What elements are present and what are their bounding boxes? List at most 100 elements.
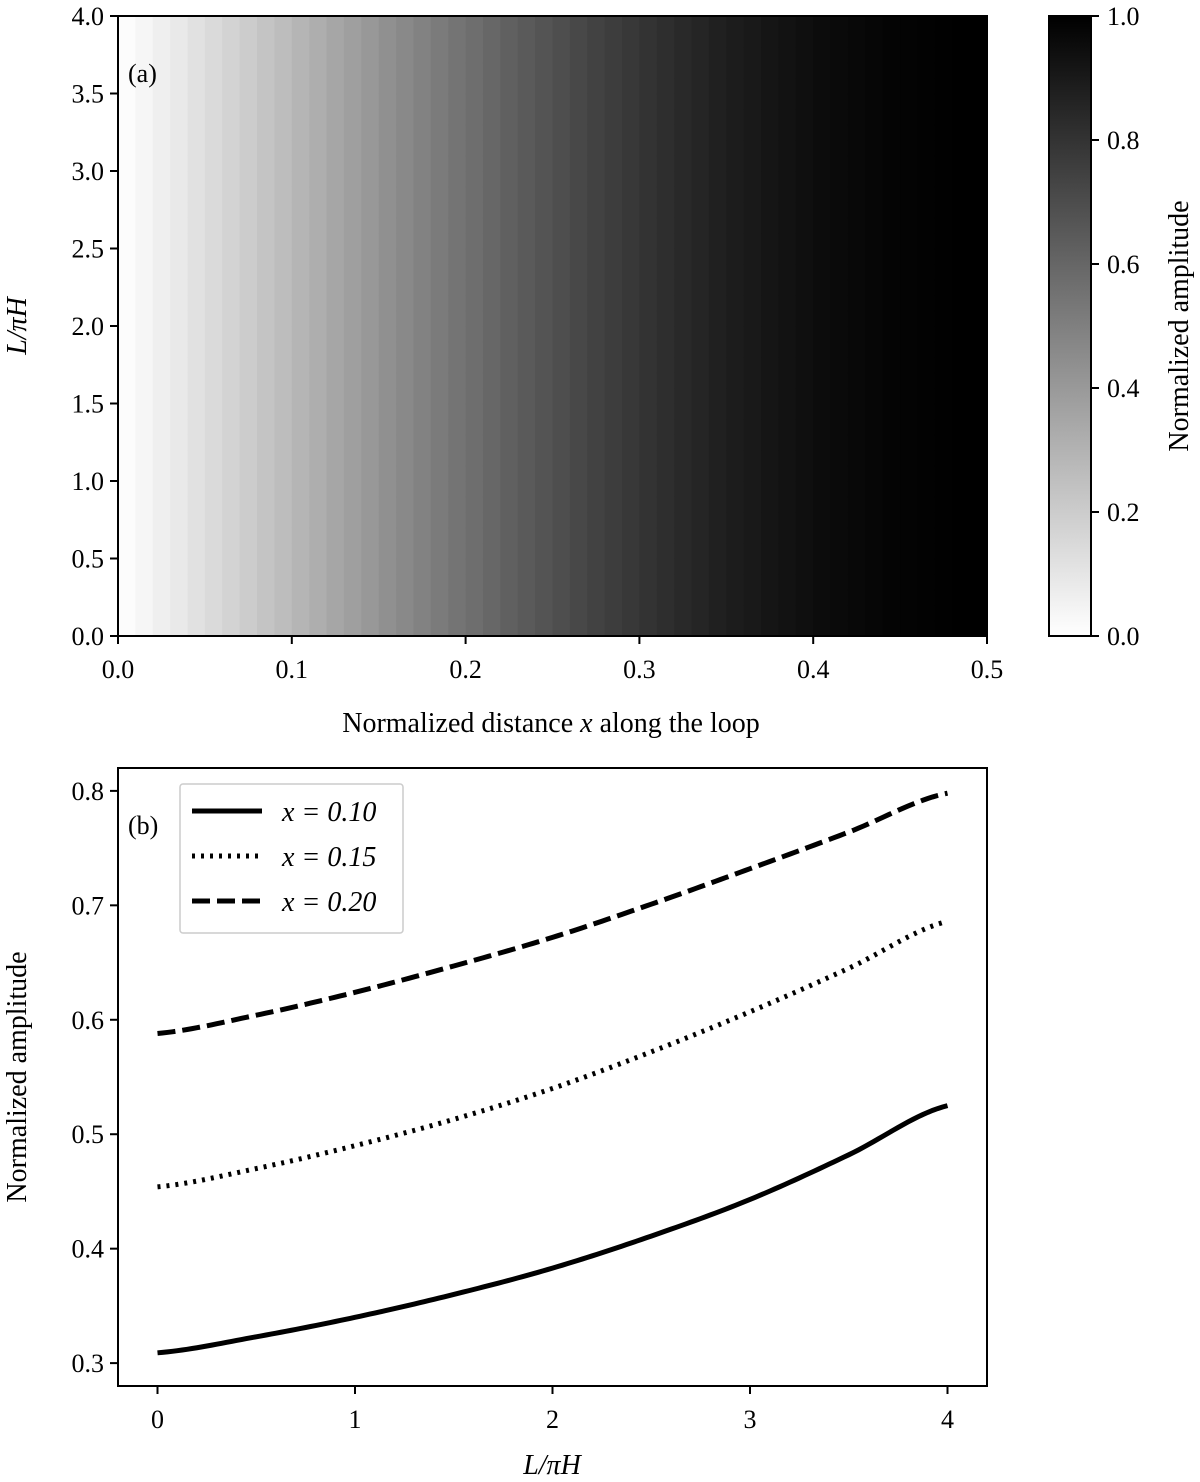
- heatmap-cell: [674, 93, 693, 110]
- heatmap-cell: [674, 434, 693, 451]
- heatmap-cell: [222, 558, 241, 575]
- heatmap-cell: [535, 264, 554, 281]
- heatmap-cell: [274, 620, 293, 637]
- heatmap-cell: [813, 62, 832, 79]
- heatmap-cell: [847, 419, 866, 436]
- heatmap-cell: [309, 481, 328, 498]
- heatmap-cell: [135, 217, 154, 234]
- heatmap-cell: [761, 279, 780, 296]
- heatmap-cell: [500, 434, 519, 451]
- heatmap-cell: [465, 202, 484, 219]
- heatmap-cell: [413, 295, 432, 312]
- heatmap-cell: [309, 388, 328, 405]
- heatmap-cell: [830, 326, 849, 343]
- heatmap-cell: [622, 109, 640, 126]
- heatmap-cell: [934, 543, 953, 560]
- heatmap-cell: [343, 372, 362, 389]
- heatmap-cell: [795, 31, 814, 48]
- heatmap-cell: [587, 279, 606, 296]
- heatmap-cell: [882, 78, 901, 95]
- heatmap-cell: [500, 310, 519, 327]
- heatmap-cell: [361, 388, 380, 405]
- heatmap-cell: [830, 419, 849, 436]
- heatmap-cell: [326, 620, 345, 637]
- heatmap-cell: [917, 202, 936, 219]
- heatmap-cell: [952, 93, 971, 110]
- heatmap-cell: [482, 589, 501, 606]
- heatmap-cell: [257, 527, 276, 544]
- heatmap-cell: [274, 527, 293, 544]
- heatmap-cell: [378, 357, 397, 374]
- heatmap-cell: [448, 186, 467, 203]
- heatmap-cell: [517, 403, 536, 420]
- heatmap-cell: [917, 574, 936, 591]
- heatmap-cell: [604, 171, 623, 188]
- heatmap-cell: [204, 620, 223, 637]
- heatmap-cell: [952, 62, 971, 79]
- heatmap-cell: [604, 217, 623, 234]
- heatmap-cell: [882, 16, 901, 33]
- heatmap-cell: [691, 47, 710, 64]
- heatmap-cell: [118, 233, 136, 250]
- heatmap-cell: [639, 202, 658, 219]
- heatmap-cell: [674, 16, 693, 33]
- heatmap-cell: [847, 434, 866, 451]
- heatmap-cell: [257, 496, 276, 513]
- heatmap-cell: [778, 341, 797, 358]
- heatmap-cell: [361, 605, 380, 622]
- heatmap-cell: [778, 512, 797, 529]
- heatmap-cell: [413, 248, 432, 265]
- heatmap-cell: [517, 93, 536, 110]
- heatmap-cell: [413, 357, 432, 374]
- heatmap-cell: [569, 543, 588, 560]
- heatmap-cell: [813, 527, 832, 544]
- heatmap-cell: [396, 558, 415, 575]
- heatmap-cell: [865, 47, 884, 64]
- heatmap-cell: [274, 372, 293, 389]
- heatmap-cell: [674, 558, 693, 575]
- heatmap-cell: [882, 124, 901, 141]
- heatmap-cell: [326, 357, 345, 374]
- heatmap-cell: [170, 558, 189, 575]
- heatmap-cell: [865, 450, 884, 467]
- heatmap-cell: [257, 341, 276, 358]
- heatmap-cell: [900, 279, 919, 296]
- heatmap-cell: [708, 233, 727, 250]
- heatmap-cell: [326, 512, 345, 529]
- heatmap-cell: [448, 248, 467, 265]
- heatmap-cell: [430, 310, 449, 327]
- heatmap-cell: [917, 124, 936, 141]
- heatmap-cell: [291, 605, 310, 622]
- heatmap-cell: [361, 465, 380, 482]
- heatmap-cell: [448, 419, 467, 436]
- heatmap-cell: [934, 589, 953, 606]
- heatmap-cell: [361, 419, 380, 436]
- heatmap-cell: [378, 310, 397, 327]
- heatmap-cell: [778, 155, 797, 172]
- heatmap-cell: [813, 605, 832, 622]
- heatmap-cell: [535, 62, 554, 79]
- heatmap-cell: [622, 155, 640, 172]
- heatmap-cell: [743, 264, 762, 281]
- heatmap-cell: [535, 527, 554, 544]
- heatmap-cell: [500, 372, 519, 389]
- heatmap-cell: [274, 481, 293, 498]
- heatmap-cell: [396, 140, 415, 157]
- heatmap-cell: [465, 450, 484, 467]
- heatmap-cell: [656, 279, 675, 296]
- heatmap-cell: [118, 295, 136, 312]
- heatmap-cell: [465, 47, 484, 64]
- heatmap-cell: [917, 47, 936, 64]
- heatmap-cell: [830, 465, 849, 482]
- heatmap-cell: [969, 543, 988, 560]
- heatmap-cell: [239, 403, 258, 420]
- heatmap-cell: [222, 403, 241, 420]
- heatmap-cell: [778, 543, 797, 560]
- heatmap-cell: [517, 109, 536, 126]
- heatmap-cell: [274, 233, 293, 250]
- heatmap-cell: [639, 403, 658, 420]
- heatmap-cell: [378, 248, 397, 265]
- heatmap-cell: [865, 620, 884, 637]
- heatmap-cell: [482, 326, 501, 343]
- heatmap-cell: [952, 16, 971, 33]
